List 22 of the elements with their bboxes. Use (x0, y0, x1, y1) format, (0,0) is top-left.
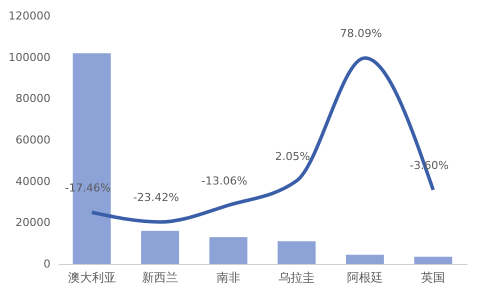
y-tick-label: 80000 (16, 92, 50, 106)
data-label: -23.42% (133, 191, 180, 204)
data-label: -13.06% (201, 174, 248, 188)
y-tick-label: 20000 (16, 216, 50, 230)
bar (209, 237, 248, 264)
x-tick-label: 阿根廷 (346, 270, 383, 284)
y-tick-label: 0 (44, 258, 50, 270)
x-tick-label: 南非 (216, 270, 240, 284)
y-tick-label: 100000 (8, 50, 50, 64)
y-tick-label: 60000 (16, 134, 50, 146)
x-tick-label: 乌拉圭 (278, 270, 315, 284)
data-label: 78.09% (340, 27, 382, 40)
data-label: 2.05% (275, 150, 310, 163)
bar (278, 241, 316, 264)
x-tick-label: 新西兰 (142, 270, 178, 284)
x-tick-label: 英国 (421, 270, 446, 284)
bar (414, 256, 452, 264)
bar (346, 254, 384, 264)
bar (141, 230, 180, 264)
y-tick-label: 40000 (16, 174, 50, 188)
x-tick-label: 澳大利亚 (68, 270, 116, 284)
y-tick-label: 120000 (8, 10, 50, 22)
